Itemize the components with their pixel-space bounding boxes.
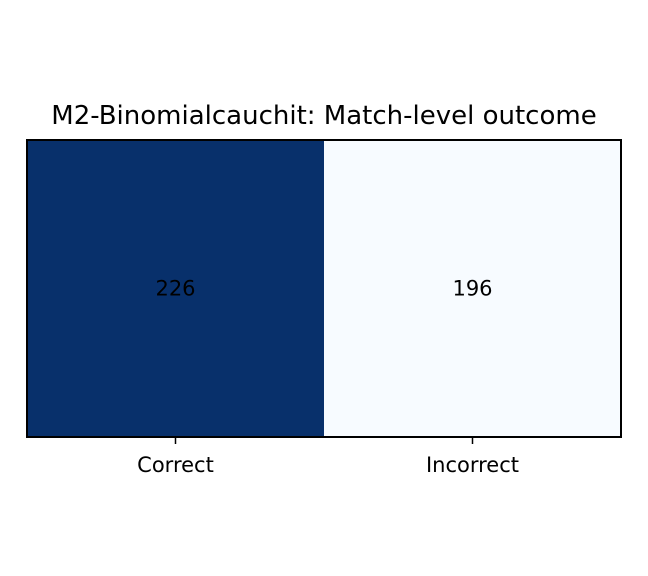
cell-value-incorrect: 196 <box>452 277 492 301</box>
plot-frame <box>26 139 622 438</box>
cell-value-correct: 226 <box>155 277 195 301</box>
heatmap-cell-correct <box>27 140 324 437</box>
heatmap-cell-incorrect <box>324 140 621 437</box>
chart-title: M2-Binomialcauchit: Match-level outcome <box>51 101 596 131</box>
x-tick-label-incorrect: Incorrect <box>426 453 519 477</box>
x-tick-label-correct: Correct <box>137 453 214 477</box>
heatmap-cells: 226 196 <box>27 140 621 437</box>
x-axis-ticks: Correct Incorrect <box>137 437 519 477</box>
